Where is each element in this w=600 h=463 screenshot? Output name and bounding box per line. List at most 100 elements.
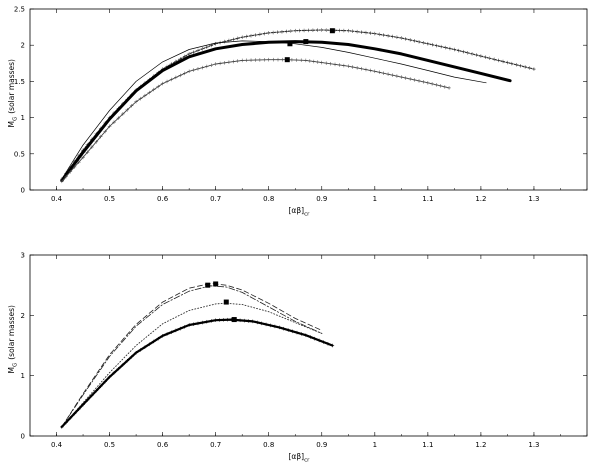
plus-marker bbox=[266, 57, 271, 62]
plus-marker bbox=[160, 334, 165, 338]
plus-marker bbox=[262, 58, 267, 62]
plus-marker bbox=[304, 58, 308, 63]
plus-marker bbox=[330, 343, 335, 348]
plus-marker bbox=[284, 29, 289, 34]
plus-marker bbox=[240, 35, 244, 40]
plus-marker bbox=[249, 33, 253, 38]
plus-marker bbox=[510, 61, 514, 66]
plus-marker bbox=[324, 28, 328, 32]
plus-marker bbox=[364, 30, 368, 35]
plus-marker bbox=[262, 31, 267, 36]
y-axis-title-rest: (solar masses) bbox=[7, 59, 16, 114]
plus-marker bbox=[72, 411, 77, 416]
plus-marker bbox=[90, 145, 94, 149]
plus-marker bbox=[297, 28, 302, 33]
plus-marker bbox=[483, 55, 488, 59]
series-line-3 bbox=[61, 302, 323, 428]
plus-marker bbox=[443, 85, 447, 89]
plus-marker bbox=[448, 46, 452, 51]
plus-marker bbox=[487, 56, 492, 61]
plus-marker bbox=[518, 64, 523, 68]
chart-panel-top: 0.4 0.5 0.6 0.7 0.8 0.9 1 1.1 1.2 1.3 0 0.5 1 1.5 2 2.5… bbox=[7, 6, 588, 218]
plus-marker bbox=[412, 78, 417, 82]
plus-marker bbox=[264, 322, 268, 327]
plus-marker bbox=[359, 30, 364, 34]
plus-marker bbox=[187, 69, 191, 74]
plus-marker bbox=[295, 330, 299, 335]
x-tick-label: 0.7 bbox=[210, 195, 221, 203]
plus-marker bbox=[434, 43, 439, 48]
plus-marker bbox=[191, 50, 196, 54]
x-tick-label: 0.5 bbox=[104, 195, 115, 203]
plus-marker bbox=[244, 58, 249, 63]
plus-marker bbox=[324, 61, 328, 65]
y-axis-title-main: M bbox=[7, 121, 16, 127]
plus-marker bbox=[259, 321, 264, 326]
plus-marker bbox=[457, 48, 461, 53]
plus-marker bbox=[364, 67, 368, 72]
series-line-1 bbox=[61, 283, 323, 428]
plus-marker bbox=[125, 358, 130, 363]
plus-marker bbox=[174, 75, 178, 80]
x-tick-label: 0.4 bbox=[51, 441, 63, 449]
plus-marker bbox=[342, 63, 346, 68]
plus-marker bbox=[143, 93, 147, 98]
plus-marker bbox=[368, 31, 373, 35]
x-tick-label: 0.5 bbox=[104, 441, 115, 449]
x-tick-label: 1.1 bbox=[422, 441, 433, 449]
plus-marker bbox=[328, 61, 333, 66]
plus-marker bbox=[196, 321, 200, 326]
plus-marker bbox=[209, 63, 214, 68]
plus-marker bbox=[205, 64, 209, 69]
plus-marker bbox=[143, 345, 147, 349]
plus-marker bbox=[395, 74, 399, 78]
x-axis-title-sub: cr bbox=[304, 212, 310, 218]
plus-marker bbox=[319, 60, 324, 65]
plus-marker bbox=[77, 407, 81, 411]
plus-marker bbox=[116, 116, 121, 120]
plus-marker bbox=[315, 60, 320, 64]
plus-marker bbox=[326, 341, 330, 346]
max-marker-4 bbox=[284, 57, 290, 63]
plus-marker bbox=[178, 73, 183, 78]
plus-marker bbox=[196, 67, 200, 71]
plus-marker bbox=[209, 319, 214, 323]
plus-marker bbox=[532, 67, 536, 71]
plus-marker bbox=[90, 393, 94, 398]
plus-marker bbox=[217, 318, 222, 322]
plus-marker bbox=[308, 335, 313, 339]
plus-marker bbox=[276, 57, 280, 62]
plus-marker bbox=[280, 30, 284, 34]
plus-marker bbox=[72, 165, 77, 169]
x-axis-title: [αβ]cr bbox=[289, 206, 311, 218]
y-tick-label: 2 bbox=[21, 42, 25, 50]
plus-marker bbox=[200, 47, 205, 51]
plus-marker bbox=[346, 64, 351, 68]
x-axis-title-sub: cr bbox=[304, 458, 310, 463]
plus-marker bbox=[182, 71, 187, 76]
plus-marker bbox=[222, 39, 227, 44]
plus-marker bbox=[112, 120, 116, 124]
plus-marker bbox=[333, 62, 337, 67]
plus-marker bbox=[304, 333, 308, 338]
plus-marker bbox=[129, 103, 134, 108]
plus-marker bbox=[412, 39, 417, 43]
x-tick-label: 0.7 bbox=[210, 441, 221, 449]
plus-marker bbox=[156, 84, 160, 89]
y-tick-label: 2 bbox=[21, 312, 25, 320]
plus-marker bbox=[381, 71, 386, 75]
plus-marker bbox=[147, 342, 152, 347]
plus-marker bbox=[138, 96, 143, 101]
series-line-4 bbox=[60, 318, 334, 428]
plus-marker bbox=[465, 51, 470, 55]
plus-marker bbox=[238, 318, 242, 323]
y-tick-label: 0.5 bbox=[14, 150, 25, 158]
plus-marker bbox=[373, 31, 377, 36]
plus-marker bbox=[107, 375, 112, 379]
plus-marker bbox=[417, 79, 421, 83]
plus-marker bbox=[447, 86, 451, 90]
plus-marker bbox=[390, 73, 395, 77]
x-tick-label: 0.6 bbox=[157, 195, 169, 203]
plus-marker bbox=[68, 416, 73, 420]
